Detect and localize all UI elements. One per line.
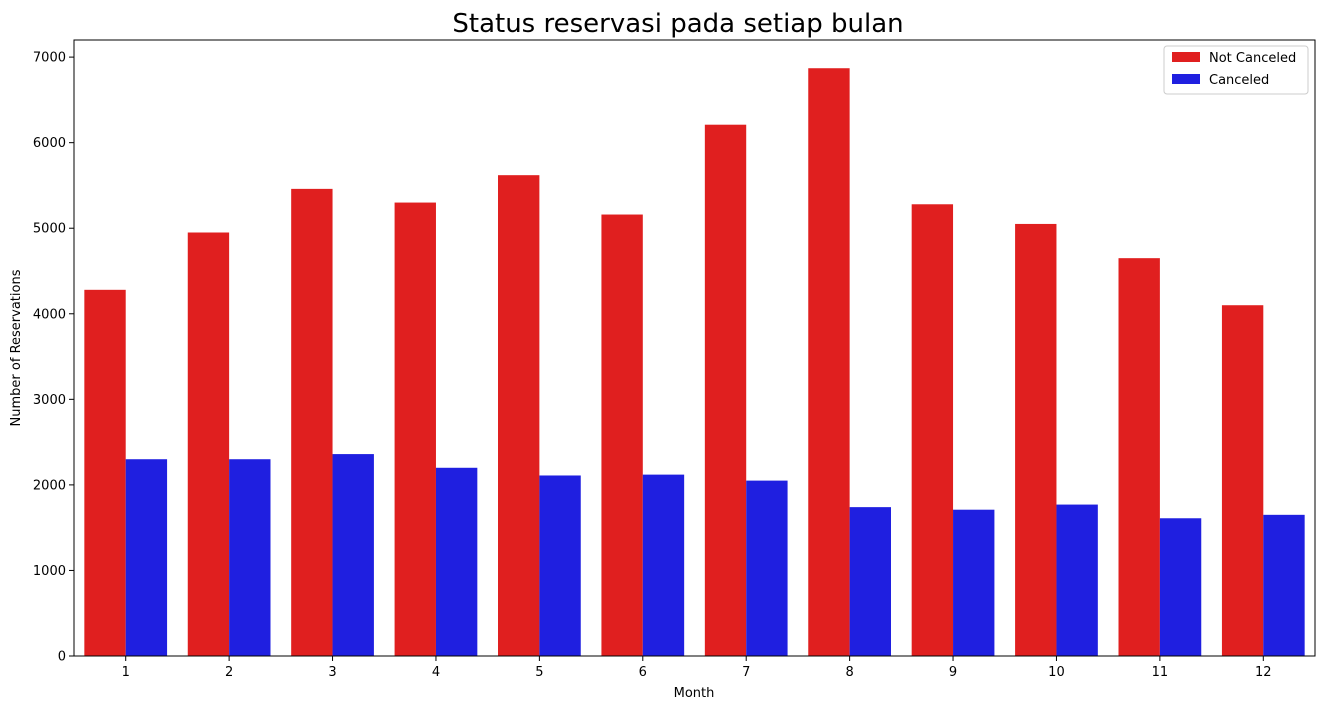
y-axis-label: Number of Reservations bbox=[9, 269, 24, 426]
bar-canceled-month-5 bbox=[539, 475, 581, 656]
bar-not-canceled-month-11 bbox=[1118, 258, 1160, 656]
bar-canceled-month-12 bbox=[1263, 514, 1305, 656]
x-tick-label: 4 bbox=[432, 665, 440, 680]
bar-not-canceled-month-7 bbox=[704, 124, 747, 656]
bar-canceled-month-6 bbox=[642, 474, 685, 656]
bar-not-canceled-month-10 bbox=[1015, 223, 1057, 656]
bar-canceled-month-2 bbox=[229, 459, 271, 656]
bar-canceled-month-9 bbox=[953, 509, 995, 656]
y-axis: 0 1000 2000 3000 4000 5000 6000 7000 bbox=[33, 51, 74, 665]
bar-not-canceled-month-3 bbox=[291, 188, 333, 656]
x-tick-label: 8 bbox=[845, 665, 853, 680]
legend-swatch bbox=[1172, 74, 1200, 84]
bar-not-canceled-month-1 bbox=[84, 289, 126, 656]
legend: Not Canceled Canceled bbox=[1163, 45, 1309, 95]
legend-swatch bbox=[1172, 52, 1200, 62]
x-axis-label: Month bbox=[674, 686, 715, 701]
y-tick-label: 4000 bbox=[33, 307, 66, 322]
chart-title: Status reservasi pada setiap bulan bbox=[452, 9, 903, 39]
y-tick-label: 7000 bbox=[33, 51, 66, 66]
plot-frame bbox=[73, 39, 1316, 657]
x-tick-label: 1 bbox=[122, 665, 130, 680]
y-tick-label: 5000 bbox=[33, 222, 66, 237]
bar-canceled-month-8 bbox=[849, 507, 891, 656]
x-tick-label: 12 bbox=[1255, 665, 1272, 680]
y-tick-label: 1000 bbox=[33, 564, 66, 579]
y-tick-label: 6000 bbox=[33, 136, 66, 151]
bar-not-canceled-month-9 bbox=[911, 204, 954, 656]
y-tick-label: 3000 bbox=[33, 393, 66, 408]
x-tick-label: 5 bbox=[535, 665, 543, 680]
bar-not-canceled-month-4 bbox=[394, 202, 436, 656]
bar-canceled-month-4 bbox=[435, 467, 478, 656]
bar-not-canceled-month-12 bbox=[1221, 305, 1264, 656]
bar-canceled-month-11 bbox=[1159, 518, 1202, 656]
bars-group bbox=[84, 68, 1305, 657]
bar-not-canceled-month-6 bbox=[601, 214, 643, 656]
x-tick-label: 11 bbox=[1152, 665, 1169, 680]
x-tick-label: 9 bbox=[949, 665, 957, 680]
legend-entry-label: Not Canceled bbox=[1209, 51, 1296, 66]
bar-canceled-month-10 bbox=[1056, 504, 1098, 656]
bar-canceled-month-1 bbox=[125, 459, 168, 656]
y-tick-label: 0 bbox=[58, 650, 66, 665]
bar-not-canceled-month-8 bbox=[808, 68, 850, 657]
bar-not-canceled-month-2 bbox=[187, 232, 230, 656]
x-tick-label: 10 bbox=[1048, 665, 1065, 680]
bar-canceled-month-7 bbox=[746, 480, 788, 656]
x-axis: 1 2 3 4 5 6 7 8 9 10 11 12 bbox=[122, 656, 1272, 680]
y-tick-label: 2000 bbox=[33, 478, 66, 493]
bar-not-canceled-month-5 bbox=[498, 175, 540, 656]
x-tick-label: 7 bbox=[742, 665, 750, 680]
x-tick-label: 3 bbox=[328, 665, 336, 680]
bar-canceled-month-3 bbox=[332, 454, 374, 656]
legend-entry-label: Canceled bbox=[1209, 73, 1269, 88]
x-tick-label: 6 bbox=[639, 665, 647, 680]
x-tick-label: 2 bbox=[225, 665, 233, 680]
